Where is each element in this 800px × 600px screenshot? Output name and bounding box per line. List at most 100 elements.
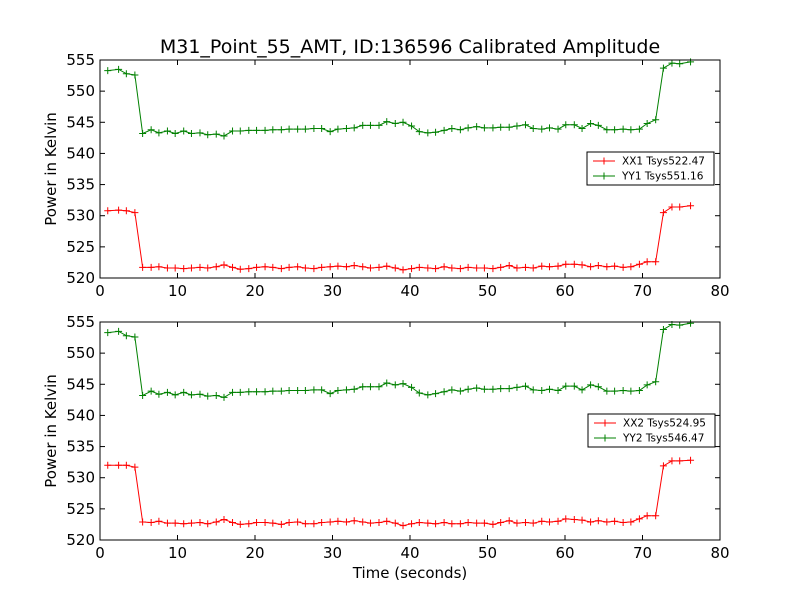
data-point <box>131 71 139 79</box>
data-point <box>578 516 586 524</box>
data-point <box>171 519 179 527</box>
data-point <box>104 67 112 75</box>
y-tick-label: 545 <box>66 375 95 393</box>
data-point <box>480 385 488 393</box>
data-point <box>505 262 513 270</box>
data-point <box>383 262 391 270</box>
data-point <box>236 520 244 528</box>
data-point <box>676 60 684 68</box>
x-tick-label: 70 <box>633 544 652 562</box>
data-point <box>163 519 171 527</box>
legend-marker <box>601 419 609 427</box>
data-point <box>310 520 318 528</box>
data-point <box>236 127 244 135</box>
data-point <box>570 121 578 129</box>
data-point <box>310 386 318 394</box>
data-point <box>521 121 529 129</box>
data-point <box>399 266 407 274</box>
data-point <box>366 121 374 129</box>
data-point <box>603 518 611 526</box>
data-point <box>594 121 602 129</box>
legend-label: YY1 Tsys551.16 <box>621 171 704 183</box>
data-point <box>659 209 667 217</box>
data-point <box>334 517 342 525</box>
data-point <box>676 321 684 329</box>
data-point <box>285 263 293 271</box>
data-point <box>375 383 383 391</box>
data-point <box>652 258 660 266</box>
data-point <box>562 382 570 390</box>
y-tick-label: 530 <box>66 207 95 225</box>
data-point <box>334 387 342 395</box>
data-point <box>277 265 285 273</box>
data-point <box>440 263 448 271</box>
y-axis-label: Power in Kelvin <box>42 112 60 226</box>
data-point <box>473 384 481 392</box>
data-point <box>187 391 195 399</box>
data-point <box>464 519 472 527</box>
data-point <box>147 126 155 134</box>
data-point <box>562 260 570 268</box>
legend-marker <box>600 172 608 180</box>
data-point <box>375 263 383 271</box>
data-point <box>513 519 521 527</box>
data-point <box>619 387 627 395</box>
data-point <box>464 124 472 132</box>
data-point <box>562 515 570 523</box>
x-tick-label: 20 <box>245 544 264 562</box>
series-2-1 <box>104 456 695 530</box>
data-point <box>294 263 302 271</box>
x-axis-label: Time (seconds) <box>352 564 468 582</box>
x-tick-label: 0 <box>95 282 105 300</box>
data-point <box>318 263 326 271</box>
data-point <box>497 519 505 527</box>
data-point <box>350 517 358 525</box>
data-point <box>408 122 416 130</box>
data-point <box>155 390 163 398</box>
series-line <box>107 205 691 271</box>
data-point <box>359 383 367 391</box>
data-point <box>643 258 651 266</box>
data-point <box>204 520 212 528</box>
x-tick-label: 60 <box>555 282 574 300</box>
x-tick-label: 60 <box>555 544 574 562</box>
data-point <box>245 520 253 528</box>
legend-label: XX1 Tsys522.47 <box>622 156 705 168</box>
data-point <box>456 520 464 528</box>
data-point <box>350 385 358 393</box>
data-point <box>318 125 326 133</box>
data-point <box>513 264 521 272</box>
y-tick-label: 555 <box>66 51 95 69</box>
data-point <box>383 118 391 126</box>
data-point <box>163 388 171 396</box>
legend-box <box>587 413 716 448</box>
data-point <box>659 462 667 470</box>
data-point <box>180 265 188 273</box>
data-point <box>594 383 602 391</box>
y-tick-label: 555 <box>66 313 95 331</box>
data-point <box>253 126 261 134</box>
y-tick-label: 520 <box>66 531 95 549</box>
data-point <box>554 517 562 525</box>
data-point <box>594 517 602 525</box>
data-point <box>245 388 253 396</box>
data-point <box>115 65 123 73</box>
data-point <box>456 126 464 134</box>
data-point <box>326 518 334 526</box>
data-point <box>440 388 448 396</box>
data-point <box>578 386 586 394</box>
data-point <box>212 263 220 271</box>
data-point <box>448 125 456 133</box>
data-point <box>163 264 171 272</box>
data-point <box>115 461 123 469</box>
data-point <box>611 262 619 270</box>
data-point <box>277 126 285 134</box>
data-point <box>603 126 611 134</box>
data-point <box>687 202 695 210</box>
data-point <box>652 116 660 124</box>
data-point <box>294 387 302 395</box>
data-point <box>212 392 220 399</box>
y-tick-label: 535 <box>66 438 95 456</box>
data-point <box>432 128 440 136</box>
data-point <box>326 390 334 398</box>
